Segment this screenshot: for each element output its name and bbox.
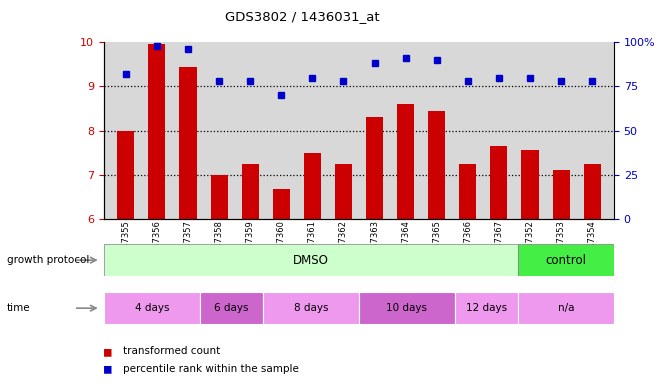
Text: 12 days: 12 days (466, 303, 507, 313)
Bar (491, 146, 507, 219)
Bar (263, 292, 359, 324)
Bar (584, 164, 601, 219)
Text: percentile rank within the sample: percentile rank within the sample (123, 364, 299, 374)
Bar (428, 111, 446, 219)
Bar (519, 292, 614, 324)
Bar (200, 292, 263, 324)
Bar (455, 292, 519, 324)
Bar (519, 244, 614, 276)
Text: growth protocol: growth protocol (7, 255, 89, 265)
Text: n/a: n/a (558, 303, 574, 313)
Bar (397, 104, 414, 219)
Bar (359, 292, 455, 324)
Text: 4 days: 4 days (135, 303, 169, 313)
Text: GDS3802 / 1436031_at: GDS3802 / 1436031_at (225, 10, 379, 23)
Text: 8 days: 8 days (294, 303, 328, 313)
Bar (304, 152, 321, 219)
Bar (272, 189, 290, 219)
Text: 6 days: 6 days (214, 303, 249, 313)
Bar (459, 164, 476, 219)
Bar (148, 45, 166, 219)
Bar (521, 151, 539, 219)
Text: time: time (7, 303, 30, 313)
Bar (242, 164, 259, 219)
Text: control: control (546, 254, 586, 266)
Bar (117, 131, 134, 219)
Bar (211, 175, 227, 219)
Bar (335, 164, 352, 219)
Text: transformed count: transformed count (123, 346, 220, 356)
Bar (552, 170, 570, 219)
Text: 10 days: 10 days (386, 303, 427, 313)
Text: ■: ■ (104, 345, 111, 358)
Text: ■: ■ (104, 362, 111, 375)
Bar (366, 117, 383, 219)
Bar (104, 244, 519, 276)
Text: DMSO: DMSO (293, 254, 329, 266)
Bar (179, 66, 197, 219)
Bar (104, 292, 200, 324)
